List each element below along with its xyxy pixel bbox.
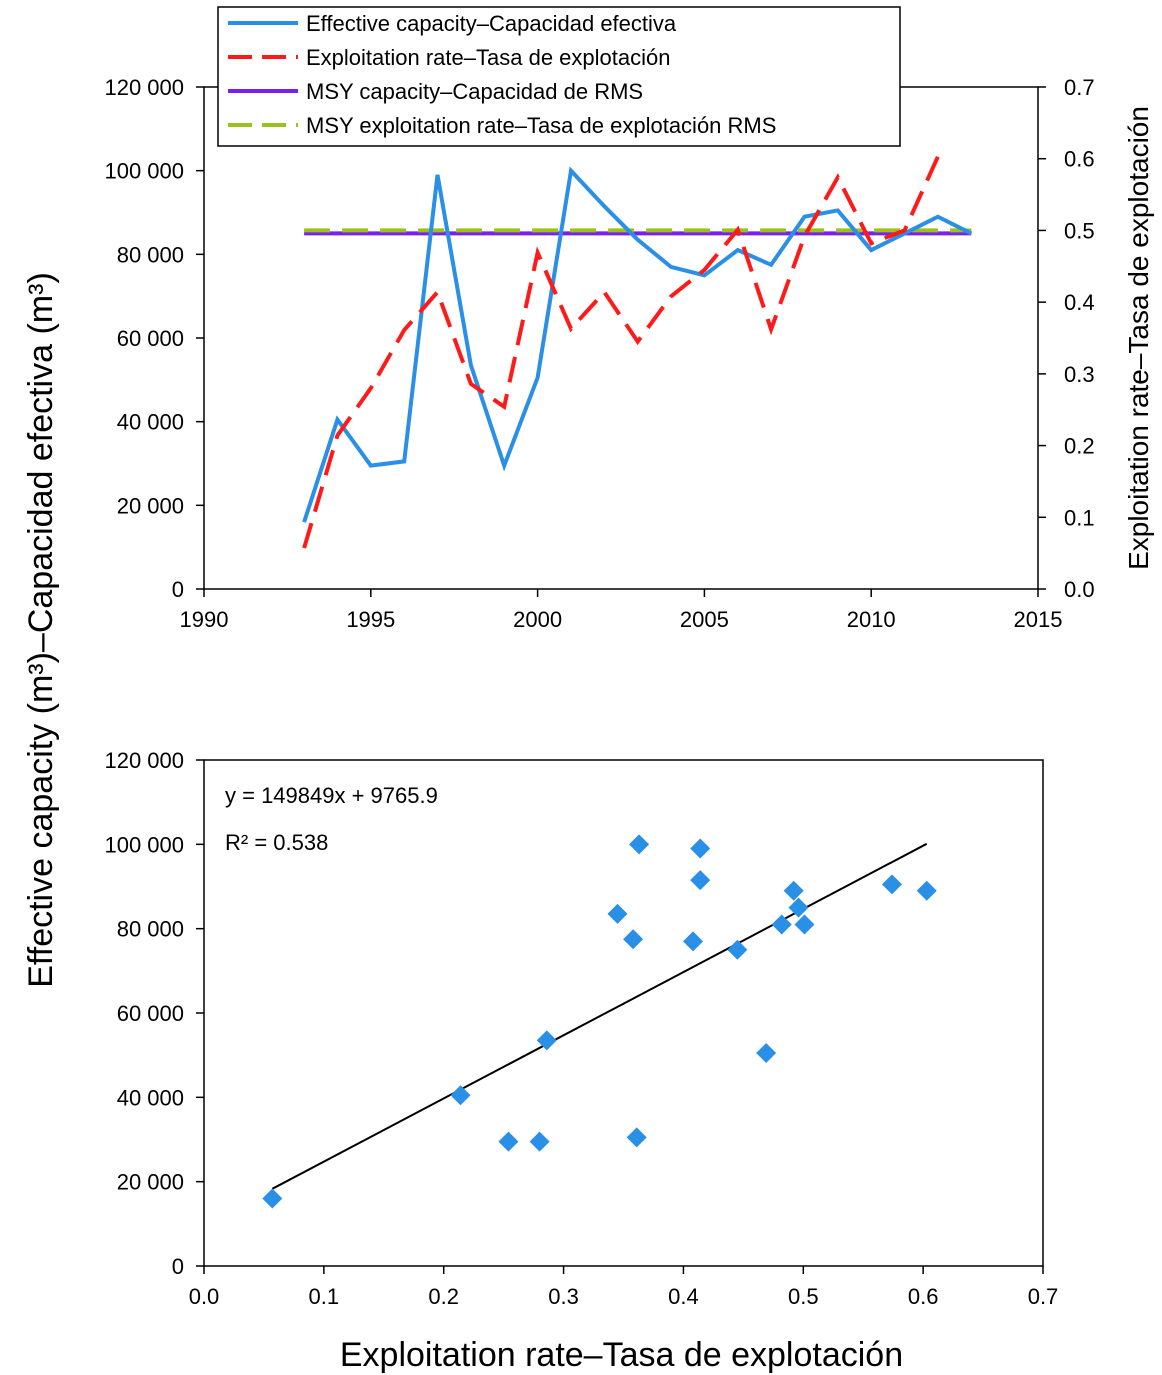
top-y2-tick-label: 0.7: [1064, 75, 1095, 100]
scatter-point: [529, 1131, 550, 1152]
top-x-tick-label: 2005: [680, 607, 729, 632]
bottom-x-axis-title: Exploitation rate–Tasa de explotación: [340, 1336, 903, 1374]
top-y2-tick-label: 0.6: [1064, 147, 1095, 172]
scatter-point: [916, 880, 937, 901]
scatter-point: [756, 1043, 777, 1064]
scatter-point: [262, 1188, 283, 1209]
top-y-tick-label: 0: [172, 577, 184, 602]
top-y-tick-label: 20 000: [117, 493, 184, 518]
top-x-tick-label: 1995: [346, 607, 395, 632]
bottom-y-tick-label: 0: [172, 1254, 184, 1279]
scatter-point: [690, 870, 711, 891]
scatter-point: [536, 1030, 557, 1051]
top-y2-tick-label: 0.4: [1064, 290, 1095, 315]
bottom-y-tick-label: 60 000: [117, 1001, 184, 1026]
bottom-x-tick-label: 0.6: [908, 1284, 939, 1309]
top-y-tick-label: 80 000: [117, 242, 184, 267]
top-x-tick-label: 2010: [847, 607, 896, 632]
legend-label-2: MSY capacity–Capacidad de RMS: [306, 79, 643, 104]
top-x-tick-label: 1990: [180, 607, 229, 632]
bottom-x-tick-label: 0.1: [309, 1284, 340, 1309]
top-y2-axis-title: Exploitation rate–Tasa de explotación: [1123, 106, 1154, 570]
legend-label-3: MSY exploitation rate–Tasa de explotació…: [306, 113, 776, 138]
bottom-y-tick-label: 20 000: [117, 1170, 184, 1195]
r-squared: R² = 0.538: [225, 830, 328, 855]
top-y2-tick-label: 0.0: [1064, 577, 1095, 602]
bottom-x-tick-label: 0.5: [788, 1284, 819, 1309]
top-line-chart: 1990 1995 2000 2005 2010 2015 0 20 000 40 000 60 …: [104, 6, 1154, 632]
scatter-point: [788, 897, 809, 918]
bottom-x-tick-label: 0.2: [428, 1284, 459, 1309]
scatter-point: [623, 929, 644, 950]
top-y2-tick-label: 0.3: [1064, 362, 1095, 387]
scatter-point: [794, 914, 815, 935]
scatter-point: [450, 1085, 471, 1106]
scatter-point: [771, 914, 792, 935]
scatter-point: [498, 1131, 519, 1152]
trendline: [271, 842, 928, 1190]
top-y2-tick-label: 0.5: [1064, 218, 1095, 243]
top-series-line-0: [302, 166, 973, 523]
bottom-y-tick-label: 120 000: [104, 748, 184, 773]
scatter-point: [881, 874, 902, 895]
top-y-tick-label: 60 000: [117, 326, 184, 351]
top-x-tick-label: 2015: [1014, 607, 1063, 632]
bottom-x-tick-label: 0.7: [1028, 1284, 1059, 1309]
top-y2-tick-label: 0.1: [1064, 505, 1095, 530]
top-y2-tick-label: 0.2: [1064, 434, 1095, 459]
top-series-line-1: [302, 155, 940, 549]
top-y-tick-label: 40 000: [117, 410, 184, 435]
scatter-point: [683, 931, 704, 952]
bottom-plot-frame: [203, 759, 1044, 1267]
scatter-point: [607, 903, 628, 924]
top-plot-frame: [203, 86, 1039, 590]
scatter-point: [783, 880, 804, 901]
legend-label-0: Effective capacity–Capacidad efectiva: [306, 11, 677, 36]
scatter-point: [626, 1127, 647, 1148]
top-x-tick-label: 2000: [513, 607, 562, 632]
top-y-tick-label: 100 000: [104, 159, 184, 184]
bottom-y-tick-label: 40 000: [117, 1085, 184, 1110]
bottom-scatter-chart: 0.0 0.1 0.2 0.3 0.4 0.5 0.6 0.7 0 20 000 40 000 60 …: [104, 748, 1058, 1374]
bottom-x-tick-label: 0.0: [189, 1284, 220, 1309]
bottom-x-tick-label: 0.4: [668, 1284, 699, 1309]
bottom-y-tick-label: 80 000: [117, 917, 184, 942]
legend-box: [217, 6, 901, 147]
scatter-point: [690, 838, 711, 859]
regression-equation: y = 149849x + 9765.9: [225, 783, 438, 808]
scatter-point: [727, 939, 748, 960]
legend-label-1: Exploitation rate–Tasa de explotación: [306, 45, 670, 70]
top-y-tick-label: 120 000: [104, 75, 184, 100]
bottom-x-tick-label: 0.3: [548, 1284, 579, 1309]
top-legend: Effective capacity–Capacidad efectiva Exp…: [217, 6, 901, 147]
shared-y-axis-title: Effective capacity (m³)–Capacidad efecti…: [22, 272, 60, 988]
bottom-y-tick-label: 100 000: [104, 832, 184, 857]
scatter-point: [629, 834, 650, 855]
